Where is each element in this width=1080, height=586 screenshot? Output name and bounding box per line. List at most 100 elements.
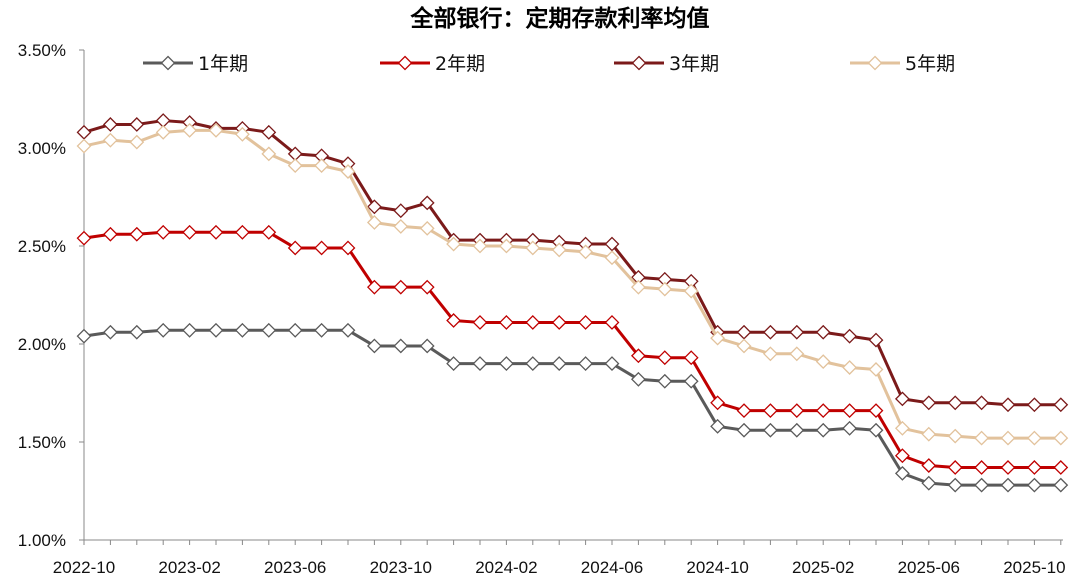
data-point	[789, 403, 805, 419]
data-point	[366, 338, 382, 354]
data-point	[155, 224, 171, 240]
data-point	[208, 224, 224, 240]
y-tick-label: 3.00%	[18, 139, 66, 158]
data-point	[234, 126, 250, 142]
data-point	[947, 460, 963, 475]
data-point	[815, 422, 831, 438]
data-point	[446, 356, 462, 372]
data-point	[1000, 477, 1016, 493]
data-point	[76, 328, 92, 344]
data-point	[129, 134, 145, 150]
data-point	[419, 195, 435, 211]
data-point	[419, 220, 435, 236]
data-point	[446, 236, 462, 252]
series-line	[83, 328, 1061, 487]
data-point	[762, 346, 778, 362]
series-2	[76, 224, 1069, 475]
legend-item: 1年期	[143, 53, 248, 75]
data-point	[842, 360, 858, 375]
data-point	[578, 315, 594, 330]
legend-marker	[631, 55, 647, 71]
data-point	[736, 338, 752, 354]
data-point	[393, 218, 409, 234]
data-point	[736, 403, 752, 419]
data-point	[182, 322, 198, 338]
data-point	[366, 279, 382, 295]
data-point	[287, 322, 303, 338]
data-point	[868, 332, 884, 348]
data-point	[1000, 397, 1016, 413]
data-point	[155, 124, 171, 140]
data-point	[815, 403, 831, 419]
data-point	[974, 395, 990, 411]
series-4	[76, 122, 1069, 446]
data-point	[710, 395, 726, 411]
data-point	[1000, 430, 1016, 446]
data-point	[789, 324, 805, 340]
data-point	[815, 354, 831, 370]
data-point	[102, 226, 118, 242]
data-point	[894, 465, 910, 481]
x-tick-label: 2024-06	[581, 558, 643, 577]
data-point	[683, 283, 699, 299]
data-point	[974, 430, 990, 446]
data-point	[947, 477, 963, 493]
data-point	[736, 422, 752, 438]
data-point	[287, 158, 303, 174]
chart-title: 全部银行：定期存款利率均值	[410, 5, 710, 32]
data-point	[921, 426, 937, 442]
data-point	[947, 428, 963, 444]
data-point	[419, 279, 435, 295]
data-point	[630, 371, 646, 387]
data-point	[498, 238, 514, 254]
data-point	[234, 224, 250, 240]
y-tick-label: 3.50%	[18, 41, 66, 60]
x-tick-label: 2023-02	[158, 558, 220, 577]
data-point	[947, 395, 963, 411]
data-point	[657, 281, 673, 297]
x-tick-label: 2025-02	[792, 558, 854, 577]
data-point	[155, 322, 171, 338]
data-point	[789, 346, 805, 362]
y-tick-label: 1.50%	[18, 433, 66, 452]
data-point	[393, 338, 409, 354]
data-point	[76, 230, 92, 246]
data-point	[710, 418, 726, 434]
data-point	[736, 324, 752, 340]
legend-label: 3年期	[669, 53, 719, 75]
legend-marker	[867, 55, 883, 71]
data-point	[815, 324, 831, 340]
data-point	[234, 322, 250, 338]
data-point	[340, 164, 356, 179]
legend-label: 2年期	[435, 53, 485, 75]
data-point	[1026, 477, 1042, 493]
data-point	[102, 117, 118, 132]
data-point	[1053, 460, 1069, 475]
data-point	[762, 422, 778, 438]
data-point	[102, 132, 118, 148]
legend-label: 5年期	[905, 53, 955, 75]
data-point	[261, 146, 277, 162]
series-3	[76, 113, 1069, 413]
data-point	[525, 315, 541, 330]
data-point	[472, 356, 488, 372]
data-point	[419, 338, 435, 354]
x-tick-label: 2025-06	[898, 558, 960, 577]
x-tick-label: 2024-02	[475, 558, 537, 577]
data-point	[842, 328, 858, 344]
data-point	[182, 122, 198, 138]
legend-marker	[397, 55, 413, 71]
data-point	[551, 356, 567, 372]
data-point	[578, 356, 594, 372]
legend: 1年期 2年期 3年期 5年期	[143, 53, 955, 75]
data-point	[921, 458, 937, 473]
data-point	[472, 315, 488, 330]
series-line	[83, 128, 1061, 440]
data-point	[76, 138, 92, 154]
data-point	[340, 322, 356, 338]
data-point	[314, 158, 330, 174]
legend-label: 1年期	[198, 53, 248, 75]
data-point	[551, 242, 567, 258]
axes: 1.00% 1.50% 2.00% 2.50% 3.00% 3.50% 2022-10 202…	[18, 41, 1066, 577]
data-point	[921, 475, 937, 491]
